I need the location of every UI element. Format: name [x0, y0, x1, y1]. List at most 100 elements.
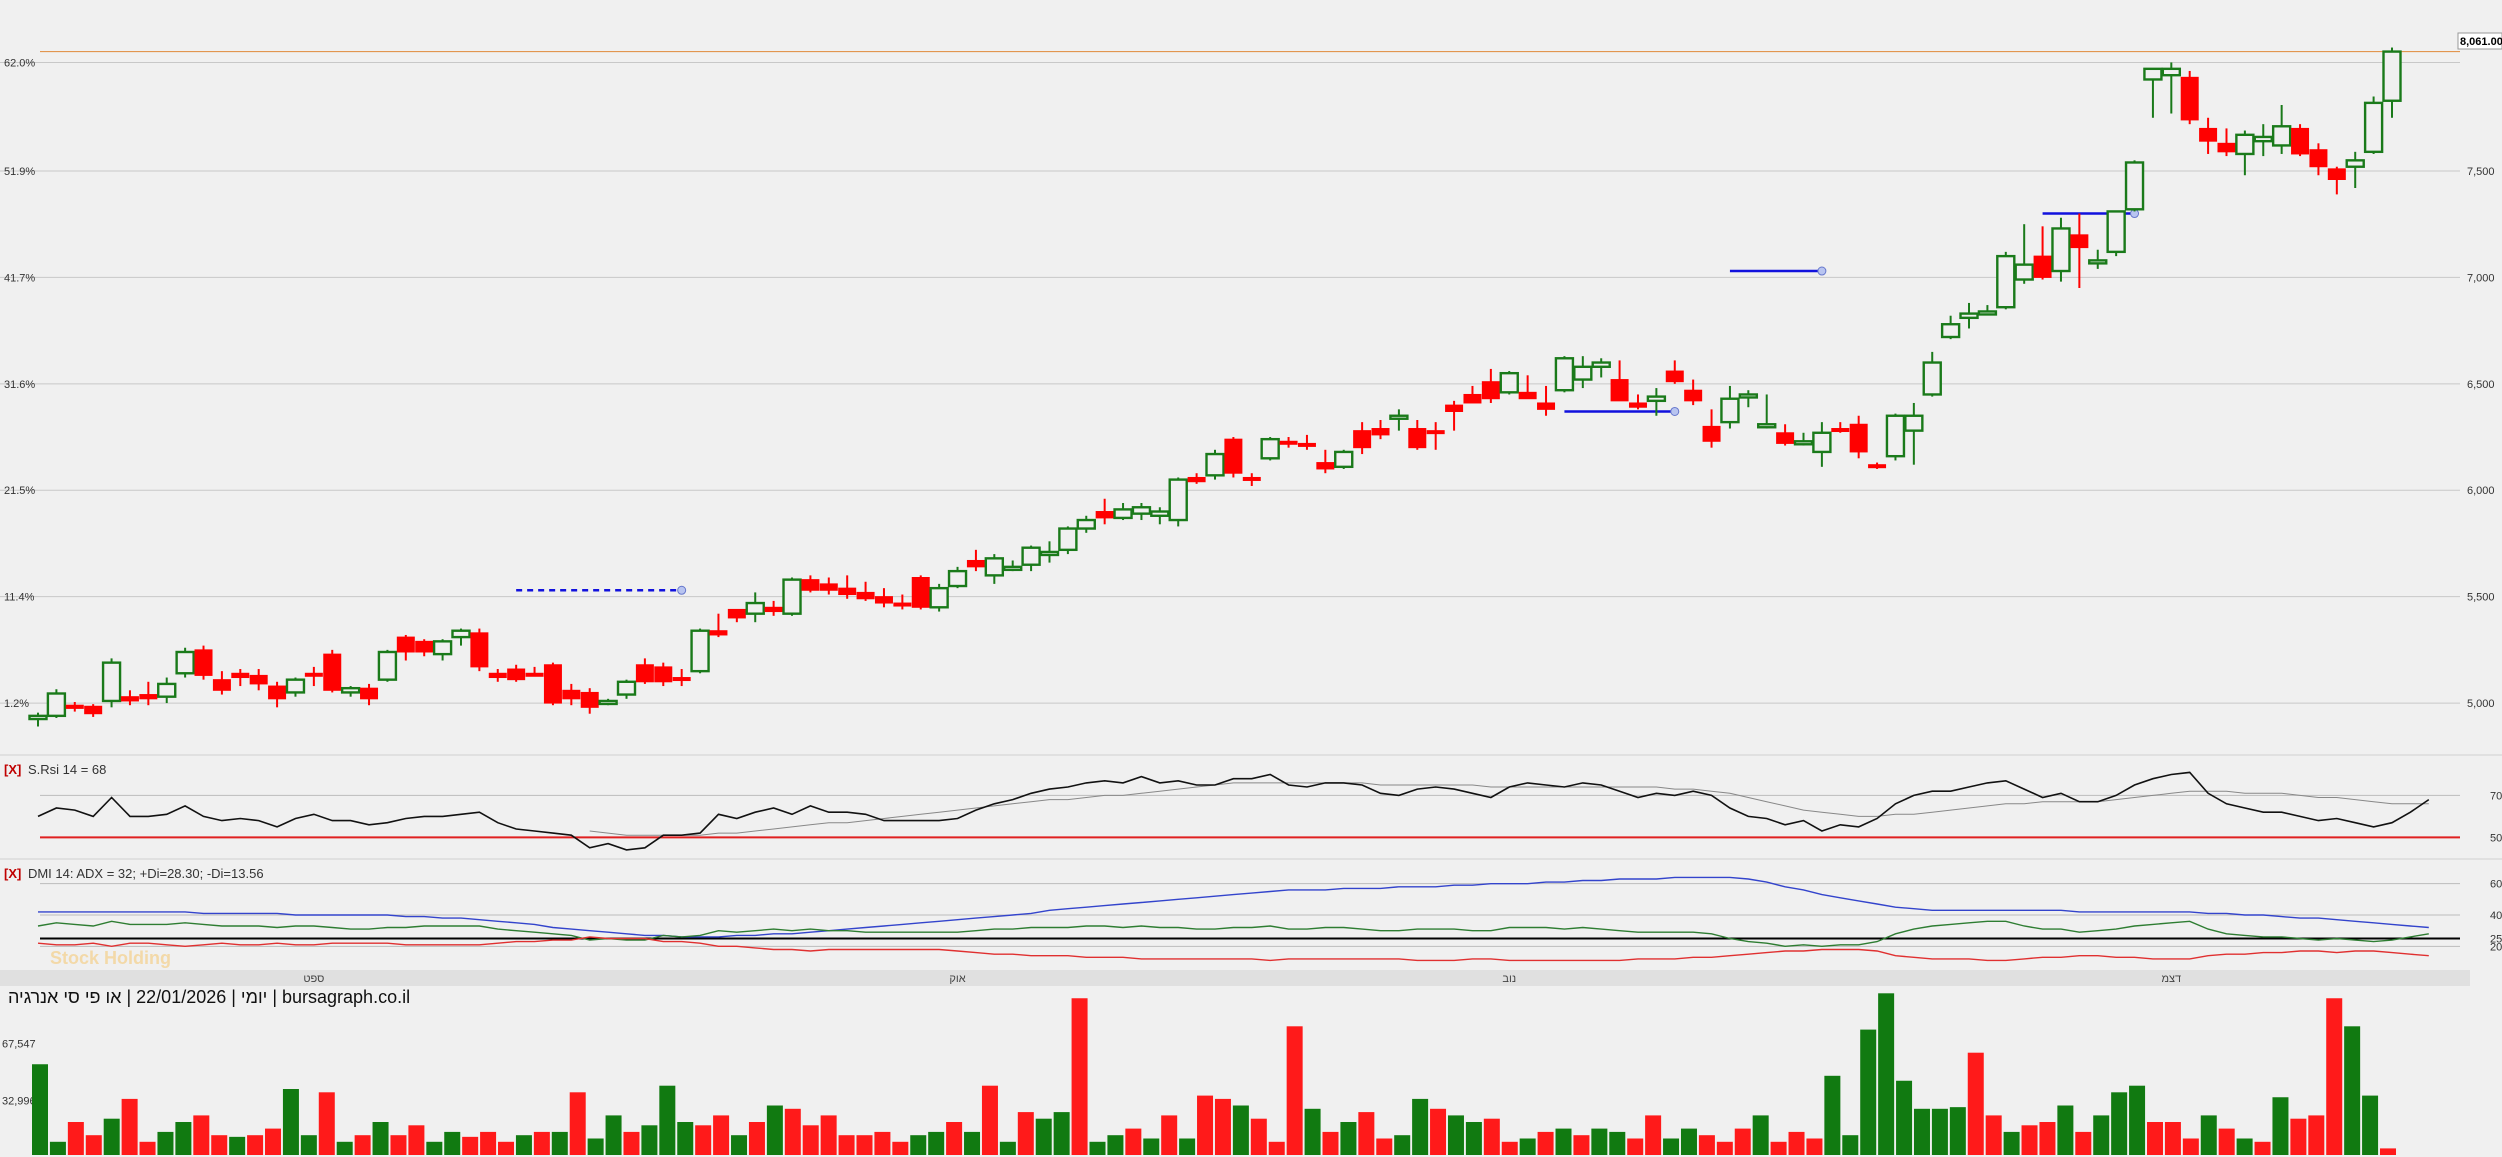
volume-bar [1089, 1141, 1106, 1155]
candle-body-down [139, 694, 158, 700]
percent-tick-label: 21.5% [4, 485, 35, 497]
candle [672, 669, 691, 687]
volume-bar [605, 1115, 622, 1155]
volume-bar [1967, 1052, 1984, 1155]
candle-body-down [2199, 127, 2218, 142]
candle-body-up [175, 650, 195, 675]
candle-body-down [635, 664, 654, 683]
candle [268, 681, 287, 708]
candle [2161, 62, 2182, 114]
volume-bar [2326, 998, 2343, 1155]
candle-body-up [2382, 50, 2402, 102]
dmi-level-label: 60 [2490, 879, 2502, 891]
candle-body-up [1922, 361, 1942, 396]
volume-bar [1609, 1131, 1626, 1155]
candle [635, 658, 654, 684]
volume-bar [372, 1122, 389, 1155]
candle [1058, 526, 1078, 555]
price-tick-label: 7,000 [2467, 272, 2495, 284]
candle-body-down [1095, 511, 1114, 519]
footer-caption: יומי | 22/01/2026 | או פי סי אנרגיה | bu… [8, 987, 410, 1007]
candle [2033, 226, 2052, 280]
candle [1205, 449, 1225, 480]
candle [1463, 385, 1482, 404]
candle-body-down [1868, 464, 1887, 469]
last-price-badge-box [2457, 32, 2502, 50]
volume-bar [533, 1131, 550, 1155]
volume-bar [2182, 1138, 2199, 1155]
candle-body-down [2327, 168, 2346, 180]
candle-body-up [1940, 323, 1961, 339]
volume-bar [49, 1141, 66, 1155]
candle-body-up [1039, 550, 1060, 557]
candle [616, 679, 637, 699]
candle-body-down [2033, 255, 2052, 278]
candle [396, 634, 415, 661]
candle [1168, 477, 1188, 527]
candle-body-down [1628, 402, 1647, 408]
volume-bar [1680, 1128, 1697, 1155]
volume-bar [247, 1135, 264, 1155]
price-tick-label: 6,500 [2467, 379, 2495, 391]
percent-tick-label: 1.2% [4, 698, 29, 710]
candle-body-down [1518, 391, 1537, 400]
volume-bar [1573, 1135, 1590, 1155]
volume-bar [1017, 1112, 1034, 1155]
volume-bar [390, 1135, 407, 1155]
candle-body-up [1554, 357, 1575, 392]
volume-bar [713, 1115, 730, 1155]
volume-bar [2146, 1122, 2163, 1155]
candle-body-down [1702, 425, 1721, 442]
candle [1371, 420, 1390, 440]
candle [1940, 315, 1961, 340]
dmi-line-plusminus-di [37, 920, 2429, 948]
price-gridlines [0, 61, 2460, 704]
candle-body-down [1242, 476, 1261, 481]
x-axis-label: נוב [1502, 973, 1516, 985]
volume-bar [1250, 1118, 1267, 1155]
candle-body-up [616, 680, 637, 696]
support-line-handle[interactable] [677, 585, 687, 595]
candle [2327, 166, 2346, 195]
candle [819, 577, 838, 595]
candle-body-up [1021, 546, 1041, 566]
volume-bar [1806, 1138, 1823, 1155]
dmi-level-label: 20 [2490, 941, 2502, 953]
candle-body-down [360, 687, 379, 700]
candle [1003, 560, 1023, 572]
candle-body-down [507, 668, 526, 681]
rsi-close-button[interactable]: [X] [4, 762, 21, 777]
support-line-handle[interactable] [1817, 266, 1827, 276]
candle-body-down [65, 704, 84, 709]
candle [654, 662, 673, 687]
candle-body-down [764, 606, 783, 613]
candle-body-up [690, 629, 710, 673]
candle [782, 577, 802, 616]
volume-bar [2290, 1118, 2307, 1155]
candle-body-down [1445, 404, 1464, 412]
candle-body-down [580, 691, 599, 708]
volume-bar [1465, 1122, 1482, 1155]
volume-bar [282, 1089, 299, 1155]
candle-body-up [2345, 159, 2365, 168]
candle-body-up [1003, 565, 1023, 572]
dmi-close-button[interactable]: [X] [4, 866, 21, 881]
volume-bar [121, 1098, 138, 1155]
candle [1353, 422, 1372, 455]
volume-bar [1949, 1107, 1966, 1155]
candle-body-up [432, 640, 453, 656]
candle-body-down [819, 583, 838, 591]
candle-body-down [1224, 438, 1243, 474]
candle [470, 628, 489, 672]
volume-tick-label: 32,996 [2, 1096, 36, 1108]
candle-body-down [1279, 440, 1298, 445]
volume-bar [1716, 1141, 1733, 1155]
candle-body-up [1168, 478, 1188, 522]
volume-bar [193, 1115, 210, 1155]
volume-bar [157, 1131, 174, 1155]
support-line-handle[interactable] [1670, 406, 1680, 416]
volume-bar [1698, 1135, 1715, 1155]
candle [1868, 462, 1887, 469]
volume-bar [498, 1141, 515, 1155]
